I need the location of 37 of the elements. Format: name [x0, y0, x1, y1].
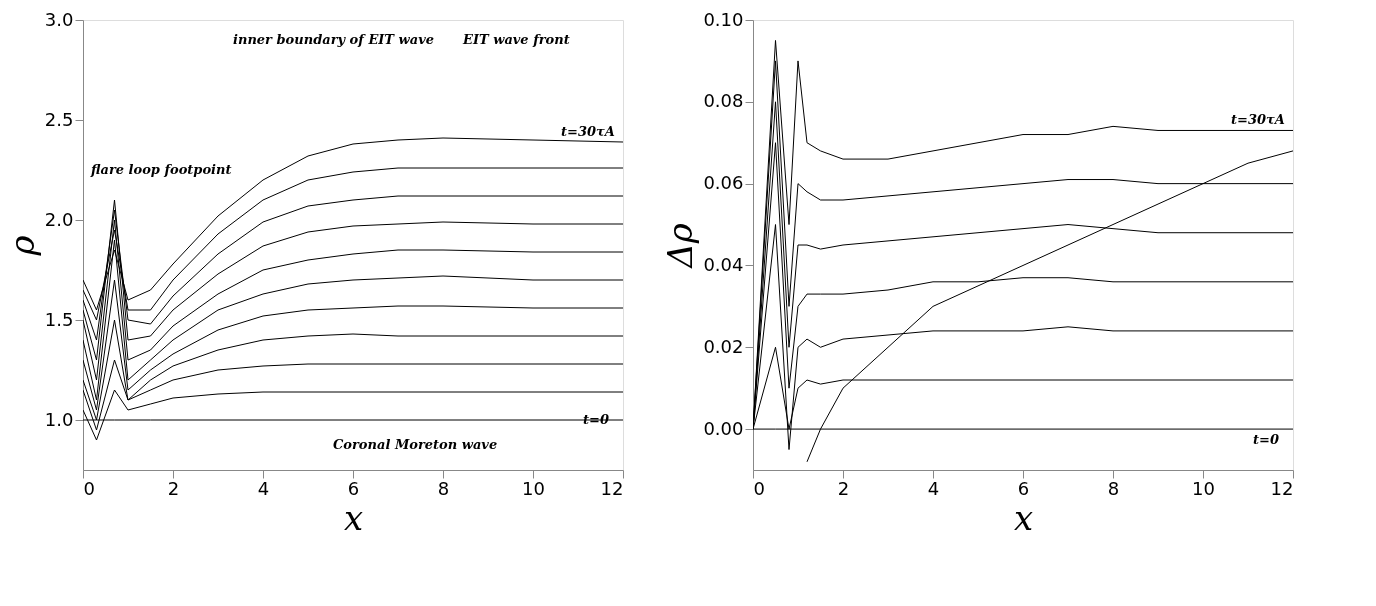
y-tick-label: 0.00	[703, 417, 744, 439]
y-tick-label: 0.02	[703, 335, 744, 357]
y-tick-label: 0.08	[703, 90, 744, 112]
y-axis-title: ρ	[1, 235, 42, 257]
x-tick-label: 4	[257, 477, 270, 499]
y-tick-label: 1.0	[44, 408, 74, 430]
x-tick-label: 6	[347, 477, 360, 499]
y-tick-label: 2.5	[44, 108, 74, 130]
y-tick-label: 3.0	[44, 8, 74, 30]
x-tick-label: 2	[837, 477, 850, 499]
annotation: t=0	[583, 412, 609, 427]
x-tick-label: 12	[1270, 477, 1294, 499]
y-tick-label: 0.10	[703, 8, 744, 30]
y-tick-label: 1.5	[44, 308, 74, 330]
y-tick-label: 2.0	[44, 208, 74, 230]
annotation: inner boundary of EIT wave	[233, 32, 435, 47]
y-tick-label: 0.04	[703, 253, 744, 275]
x-tick-label: 6	[1017, 477, 1030, 499]
annotation: flare loop footpoint	[90, 162, 232, 177]
annotation: EIT wave front	[462, 32, 570, 47]
x-axis-title: x	[343, 497, 364, 538]
x-tick-label: 10	[522, 477, 545, 499]
x-tick-label: 4	[927, 477, 940, 499]
x-tick-label: 8	[437, 477, 450, 499]
x-tick-label: 2	[167, 477, 180, 499]
x-tick-label: 10	[1192, 477, 1215, 499]
annotation: t=0	[1253, 432, 1279, 447]
y-axis-title: Δρ	[660, 223, 701, 270]
annotation: Coronal Moreton wave	[333, 437, 498, 452]
annotation: t=30τA	[1231, 112, 1285, 127]
y-tick-label: 0.06	[703, 172, 744, 194]
annotation: t=30τA	[561, 124, 615, 139]
x-tick-label: 12	[600, 477, 624, 499]
x-tick-label: 0	[753, 477, 765, 499]
x-tick-label: 0	[83, 477, 95, 499]
x-axis-title: x	[1013, 497, 1034, 538]
x-tick-label: 8	[1107, 477, 1120, 499]
